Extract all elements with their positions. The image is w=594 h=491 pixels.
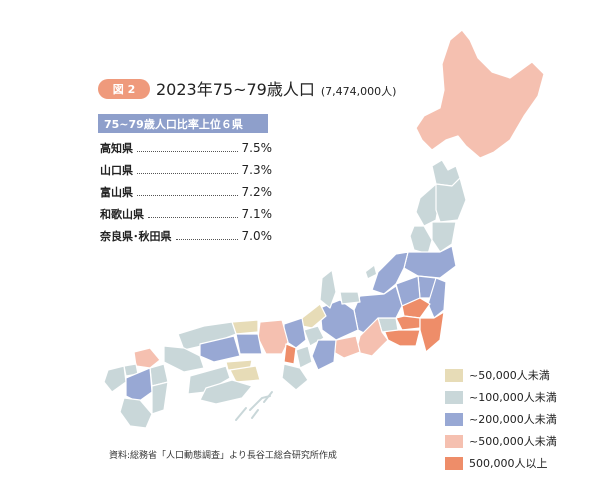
prefecture-kochi <box>199 379 253 405</box>
ranking-value: 7.5% <box>241 141 273 155</box>
legend-swatch <box>445 434 463 448</box>
figure-title: 2023年75~79歳人口 (7,474,000人) <box>156 76 396 100</box>
prefecture-hyogo <box>257 319 289 355</box>
legend-swatch <box>445 390 463 404</box>
prefecture-nagasaki <box>103 365 127 393</box>
ranking-row: 山口県 7.3% <box>100 162 272 184</box>
ranking-leader-dots <box>137 173 238 174</box>
prefecture-iwate <box>435 177 467 223</box>
legend-label: 500,000人以上 <box>469 457 548 470</box>
prefecture-toyama <box>339 291 361 305</box>
prefecture-miyazaki <box>151 381 169 415</box>
prefecture-nara <box>295 345 313 369</box>
figure-title-text: 2023年75~79歳人口 <box>156 80 315 99</box>
prefecture-osaka <box>283 343 297 365</box>
ranking-name: 高知県 <box>100 142 133 155</box>
legend-swatch <box>445 456 463 470</box>
prefecture-hiroshima <box>199 335 241 363</box>
legend-label: ~200,000人未満 <box>469 413 557 426</box>
map-legend: ~50,000人未満 ~100,000人未満 ~200,000人未満 ~500,… <box>445 364 557 474</box>
prefecture-kagoshima <box>119 397 153 429</box>
prefecture-kumamoto <box>125 367 153 403</box>
prefecture-fukushima <box>403 245 457 279</box>
figure-total: (7,474,000人) <box>320 85 397 98</box>
legend-label: ~500,000人未満 <box>469 435 557 448</box>
prefecture-fukuoka <box>133 347 161 369</box>
prefecture-saitama <box>401 297 431 319</box>
legend-item: ~50,000人未満 <box>445 364 557 386</box>
prefecture-miyagi <box>431 221 457 253</box>
ranking-name: 奈良県･秋田県 <box>100 230 172 243</box>
prefecture-wakayama <box>281 363 309 391</box>
prefecture-niigata <box>371 251 409 295</box>
prefecture-hokkaido <box>415 29 545 159</box>
source-note: 資料:総務省「人口動態調査」より長谷工総合研究所作成 <box>109 451 337 461</box>
ranking-list: 高知県 7.5% 山口県 7.3% 富山県 7.2% 和歌山県 7.1% 奈良県… <box>100 140 272 250</box>
prefecture-mie <box>311 339 337 371</box>
prefecture-ishikawa <box>319 269 337 309</box>
prefecture-tokushima <box>229 365 261 383</box>
ranking-name: 和歌山県 <box>100 208 144 221</box>
prefecture-chiba <box>419 311 445 353</box>
legend-item: ~100,000人未満 <box>445 386 557 408</box>
prefecture-yamagata <box>409 225 433 255</box>
legend-item: 500,000人以上 <box>445 452 557 474</box>
ranking-leader-dots <box>175 239 238 240</box>
ranking-row: 奈良県･秋田県 7.0% <box>100 228 272 250</box>
prefecture-kanagawa <box>383 329 421 347</box>
ranking-name: 山口県 <box>100 164 133 177</box>
figure-badge: 図 2 <box>98 79 150 99</box>
ranking-value: 7.1% <box>241 207 273 221</box>
legend-item: ~200,000人未満 <box>445 408 557 430</box>
prefecture-okayama <box>235 333 263 355</box>
ranking-leader-dots <box>137 195 238 196</box>
legend-label: ~50,000人未満 <box>469 369 550 382</box>
island-sado <box>366 266 376 278</box>
legend-label: ~100,000人未満 <box>469 391 557 404</box>
ranking-name: 富山県 <box>100 186 133 199</box>
prefecture-tokyo <box>395 315 421 331</box>
legend-swatch <box>445 412 463 426</box>
ranking-row: 富山県 7.2% <box>100 184 272 206</box>
legend-swatch <box>445 368 463 382</box>
prefecture-ibaraki <box>427 277 447 319</box>
legend-item: ~500,000人未満 <box>445 430 557 452</box>
prefecture-yamaguchi <box>163 345 205 373</box>
ranking-leader-dots <box>148 217 238 218</box>
okinawa-islands <box>235 391 273 421</box>
ranking-value: 7.2% <box>241 185 273 199</box>
ranking-header: 75~79歳人口比率上位６県 <box>98 114 268 133</box>
ranking-leader-dots <box>137 151 238 152</box>
prefecture-gifu <box>319 299 359 341</box>
ranking-row: 和歌山県 7.1% <box>100 206 272 228</box>
ranking-row: 高知県 7.5% <box>100 140 272 162</box>
ranking-value: 7.3% <box>241 163 273 177</box>
prefecture-shiga <box>303 325 325 347</box>
ranking-value: 7.0% <box>241 229 273 243</box>
